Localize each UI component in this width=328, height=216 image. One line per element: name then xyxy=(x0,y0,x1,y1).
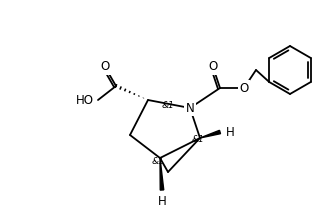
Text: H: H xyxy=(158,195,166,208)
Text: O: O xyxy=(208,60,217,73)
Text: O: O xyxy=(100,60,110,73)
Text: &1: &1 xyxy=(192,135,205,145)
Polygon shape xyxy=(200,130,220,138)
Text: HO: HO xyxy=(76,94,94,106)
Text: &1: &1 xyxy=(162,100,175,110)
Text: O: O xyxy=(239,81,249,95)
Text: &1: &1 xyxy=(152,157,165,167)
Text: H: H xyxy=(226,125,235,138)
Polygon shape xyxy=(160,158,164,190)
Text: N: N xyxy=(186,102,195,114)
